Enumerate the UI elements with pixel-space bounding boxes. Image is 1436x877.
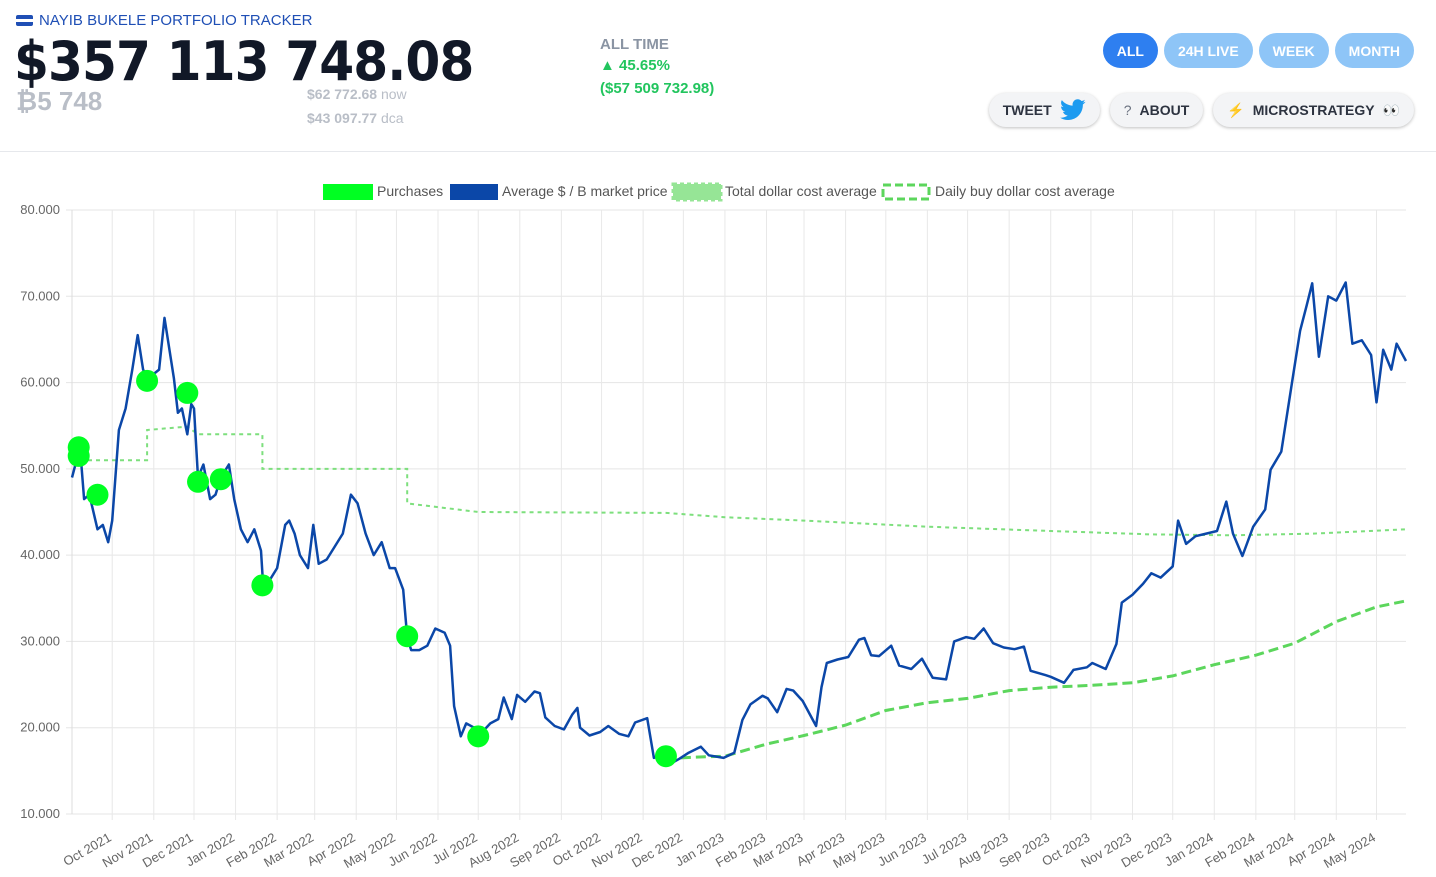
purchase-point: [176, 381, 199, 404]
tab-week[interactable]: WEEK: [1258, 33, 1329, 68]
legend-label: Purchases: [377, 183, 443, 199]
microstrategy-label: MICROSTRATEGY: [1252, 102, 1375, 118]
y-tick-label: 60.000: [20, 375, 60, 390]
portfolio-chart[interactable]: 10.000 20.000 30.000 40.000 50.000 60.000 70.0…: [0, 152, 1436, 877]
purchase-point: [396, 625, 419, 648]
legend-label: Total dollar cost average: [725, 183, 877, 199]
alltime-percent-value: 45.65%: [619, 57, 670, 74]
legend-swatch-total-dca: [671, 182, 723, 202]
up-arrow-icon: ▲: [600, 57, 615, 74]
header: NAYIB BUKELE PORTFOLIO TRACKER $357 113 …: [0, 0, 1436, 152]
about-label: ABOUT: [1139, 102, 1190, 118]
el-salvador-flag-icon: [16, 15, 33, 26]
chart-legend: Purchases Average $ / B market price Total…: [323, 182, 1115, 202]
brand-title: NAYIB BUKELE PORTFOLIO TRACKER: [39, 12, 313, 29]
purchase-point: [209, 468, 232, 491]
eyes-icon: 👀: [1382, 101, 1400, 118]
twitter-bird-icon: [1059, 99, 1086, 120]
portfolio-total-value: $357 113 748.08: [14, 30, 474, 93]
total-dca-line: [72, 425, 1407, 537]
dca-price-value: $43 097.77: [307, 110, 378, 126]
daily-dca-line: [665, 599, 1407, 761]
current-price-value: $62 772.68: [307, 86, 378, 102]
brand[interactable]: NAYIB BUKELE PORTFOLIO TRACKER: [16, 12, 312, 29]
tab-month[interactable]: MONTH: [1334, 33, 1414, 68]
alltime-percent: ▲ 45.65%: [600, 57, 670, 74]
btc-holdings: ₿5 748: [16, 86, 103, 116]
alltime-label: ALL TIME: [600, 36, 669, 53]
purchase-point: [187, 470, 210, 493]
legend-swatch-daily-dca: [881, 183, 931, 201]
y-tick-label: 50.000: [20, 461, 60, 476]
tab-all[interactable]: ALL: [1102, 33, 1158, 68]
purchase-point: [467, 725, 490, 748]
action-buttons: TWEET ? ABOUT ⚡ MICROSTRATEGY 👀: [988, 93, 1414, 127]
lightning-icon: ⚡: [1227, 101, 1245, 118]
about-button[interactable]: ? ABOUT: [1109, 93, 1204, 127]
range-tabs: ALL 24H LIVE WEEK MONTH: [1102, 33, 1414, 68]
tab-24h-live[interactable]: 24H LIVE: [1163, 33, 1253, 68]
dca-price: $43 097.77 dca: [307, 110, 404, 126]
price-line: [70, 281, 1408, 766]
current-price: $62 772.68 now: [307, 86, 407, 102]
legend-label: Average $ / B market price: [502, 183, 668, 199]
microstrategy-button[interactable]: ⚡ MICROSTRATEGY 👀: [1213, 93, 1414, 127]
legend-swatch-purchases: [323, 184, 373, 200]
legend-swatch-price: [450, 184, 498, 200]
question-icon: ?: [1123, 102, 1132, 118]
purchase-point: [136, 369, 159, 392]
tweet-label: TWEET: [1002, 102, 1052, 118]
purchase-point: [86, 483, 109, 506]
y-tick-label: 20.000: [20, 720, 60, 735]
purchase-point: [67, 444, 90, 467]
purchase-point: [251, 574, 274, 597]
legend-label: Daily buy dollar cost average: [935, 183, 1115, 199]
tweet-button[interactable]: TWEET: [988, 93, 1100, 127]
dca-price-label: dca: [380, 110, 404, 126]
y-tick-label: 70.000: [20, 288, 60, 303]
y-tick-label: 80.000: [20, 202, 60, 217]
y-tick-label: 10.000: [20, 806, 60, 821]
purchase-point: [654, 745, 677, 768]
y-tick-label: 30.000: [20, 633, 60, 648]
y-tick-label: 40.000: [20, 547, 60, 562]
current-price-label: now: [380, 86, 407, 102]
alltime-gain: ($57 509 732.98): [600, 80, 715, 97]
